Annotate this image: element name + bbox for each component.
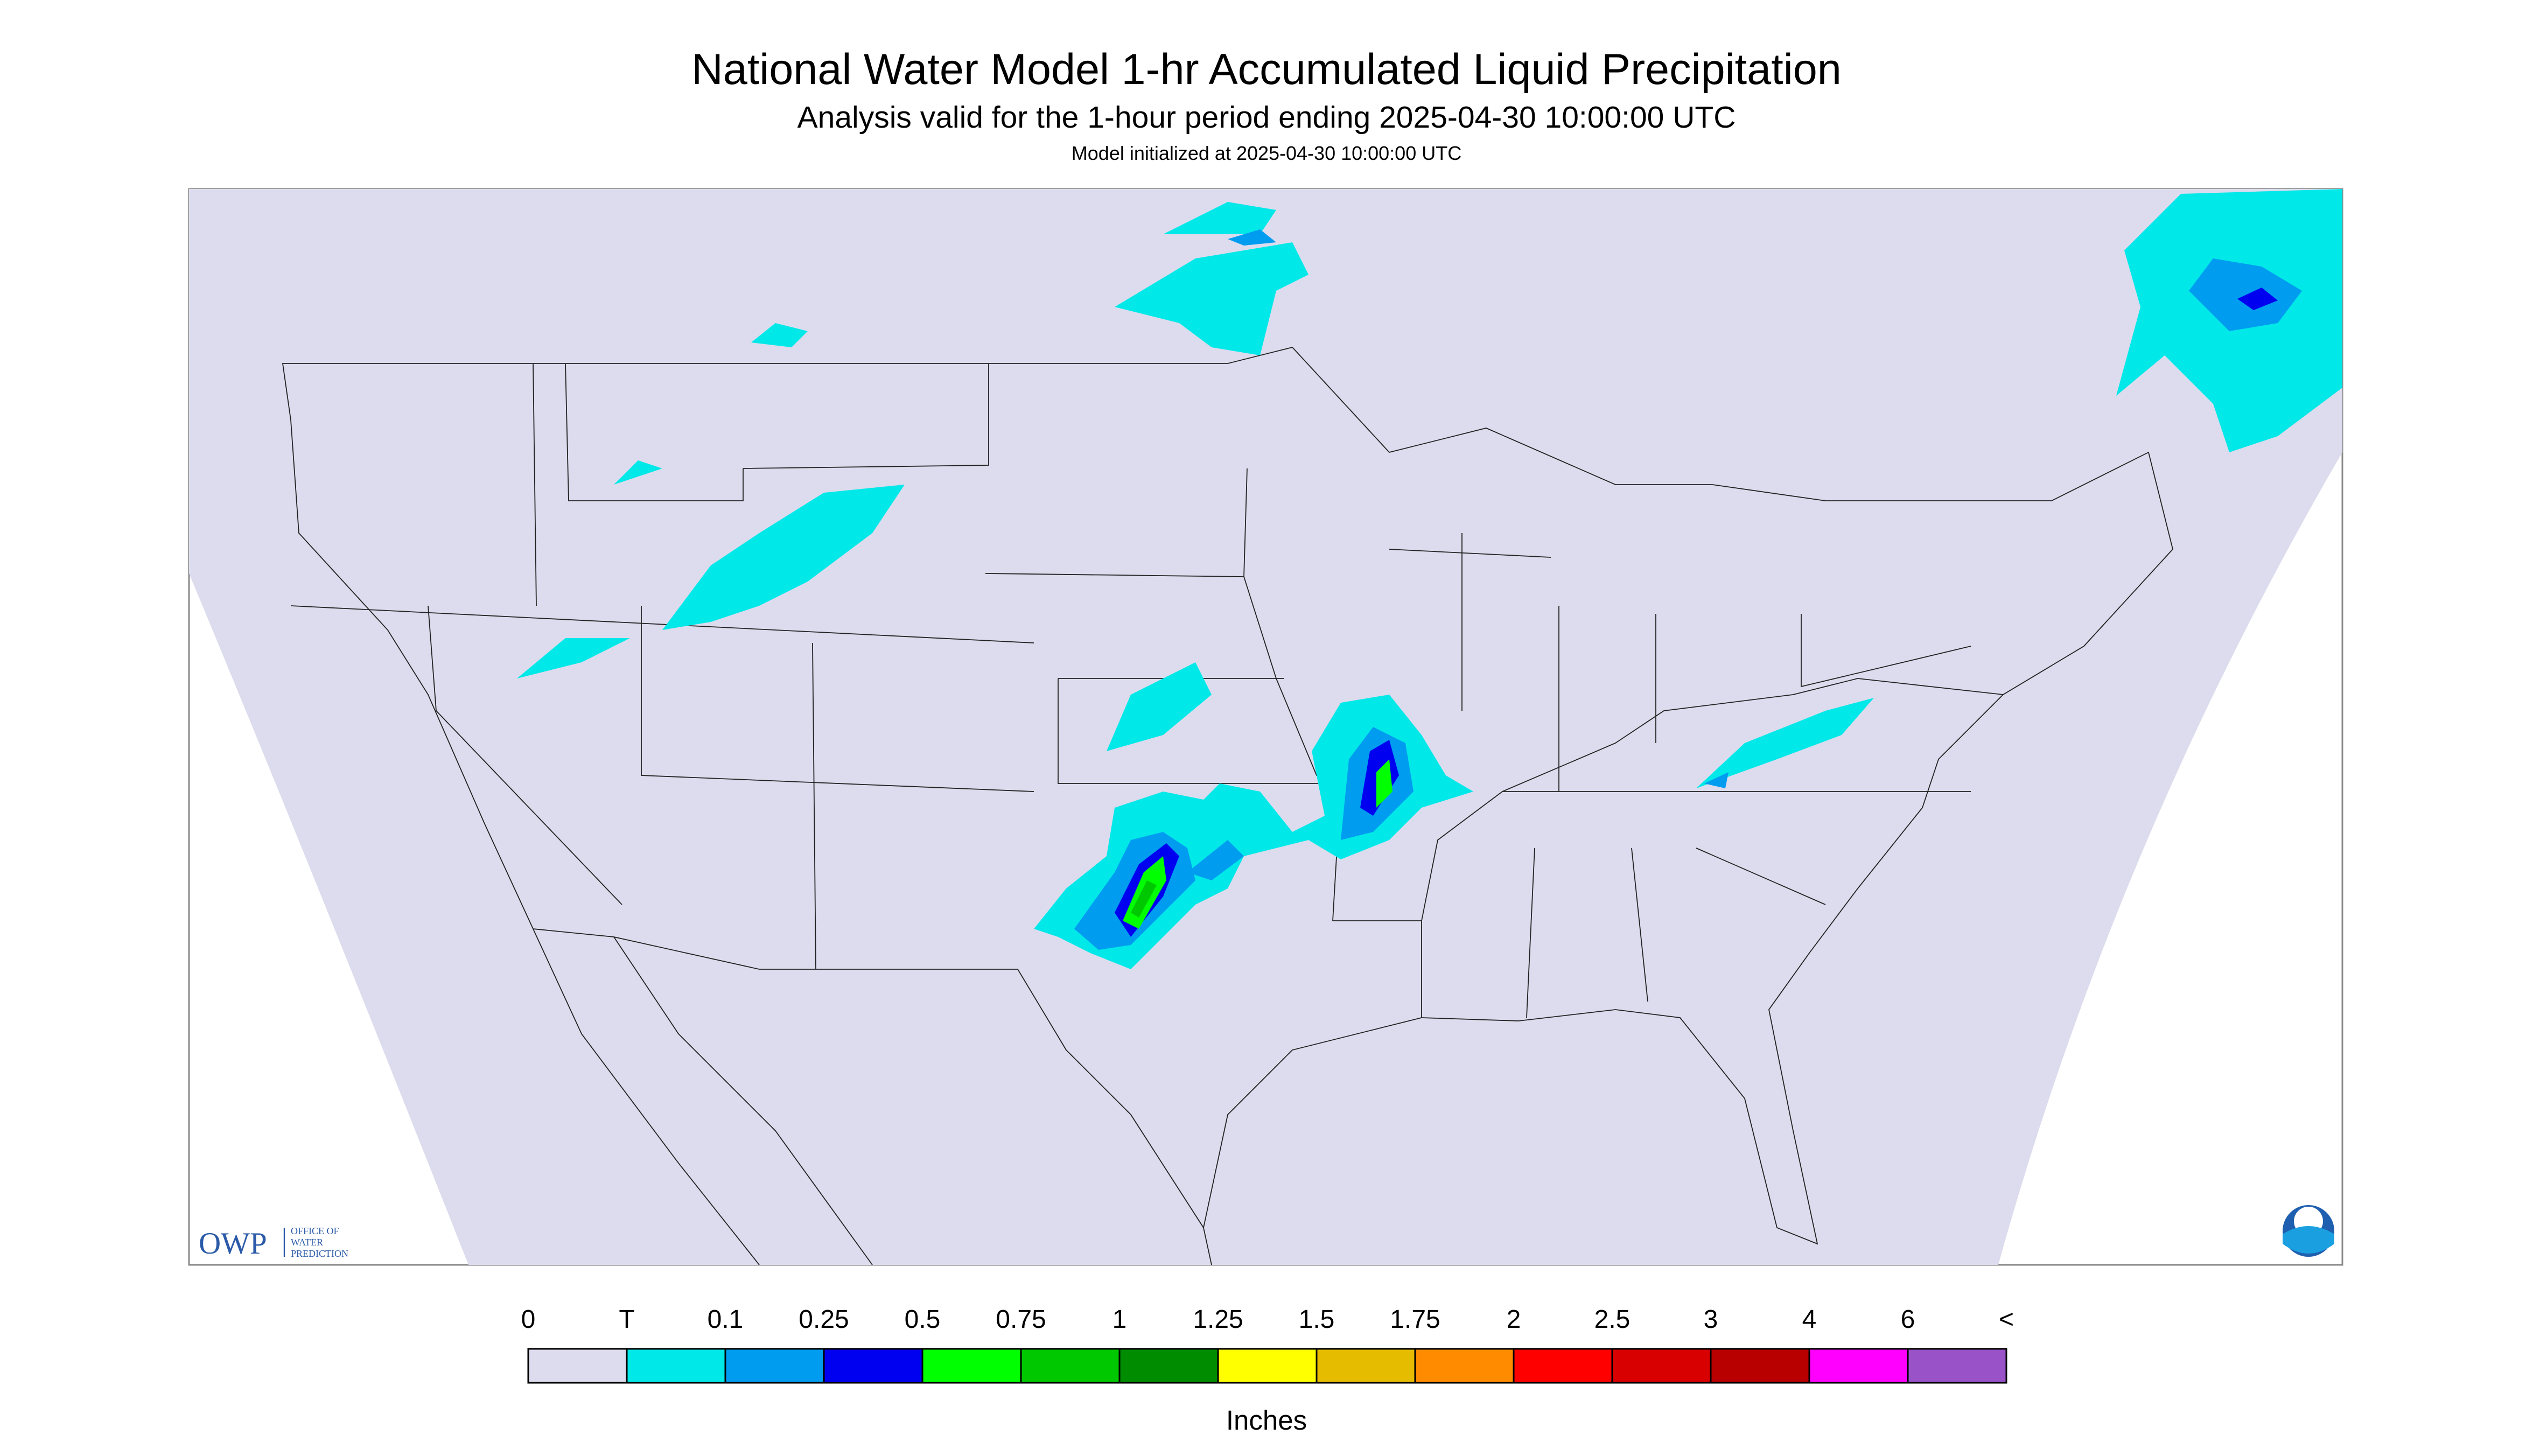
legend-label: 0	[521, 1305, 536, 1334]
legend-swatch	[724, 1348, 825, 1384]
map: OWP OFFICE OF WATER PREDICTION	[188, 188, 2343, 1266]
legend-label: 2	[1507, 1305, 1521, 1334]
legend-swatch	[823, 1348, 923, 1384]
legend-label: 1	[1112, 1305, 1127, 1334]
mexico-outline	[533, 928, 1212, 1265]
legend-label: 6	[1901, 1305, 1915, 1334]
legend-label: 1.5	[1299, 1305, 1335, 1334]
legend-label: 2.5	[1594, 1305, 1631, 1334]
legend-label: 0.75	[996, 1305, 1046, 1334]
legend-label: 0.1	[708, 1305, 744, 1334]
legend: 0 T 0.1 0.25 0.5 0.75 1 1.25 1.5 1.75 2 2.5 3 4 6 <	[521, 1305, 2014, 1384]
legend-swatch	[1020, 1348, 1121, 1384]
legend-swatch	[1611, 1348, 1712, 1384]
title: National Water Model 1-hr Accumulated Li…	[691, 45, 1842, 94]
legend-swatch	[921, 1348, 1022, 1384]
legend-label: 3	[1704, 1305, 1718, 1334]
legend-label: 4	[1802, 1305, 1817, 1334]
logo-line: PREDICTION	[291, 1248, 348, 1259]
legend-unit: Inches	[1226, 1405, 1307, 1436]
precip-area	[2189, 258, 2302, 332]
legend-swatch	[1710, 1348, 1810, 1384]
logo-line: OFFICE OF	[291, 1226, 339, 1236]
legend-swatch	[527, 1348, 628, 1384]
legend-label: 0.25	[799, 1305, 849, 1334]
init-time: Model initialized at 2025-04-30 10:00:00…	[1072, 142, 1461, 164]
legend-swatch	[1808, 1348, 1909, 1384]
legend-swatch	[1217, 1348, 1318, 1384]
legend-swatch	[1513, 1348, 1613, 1384]
precip-area	[2237, 288, 2278, 311]
legend-swatch	[626, 1348, 726, 1384]
legend-label: 0.5	[905, 1305, 941, 1334]
legend-swatch	[1907, 1348, 2007, 1384]
legend-swatch	[1414, 1348, 1515, 1384]
precipitation	[517, 189, 2342, 970]
precip-area	[1131, 880, 1157, 918]
legend-label: 1.25	[1193, 1305, 1243, 1334]
legend-label: 1.75	[1390, 1305, 1440, 1334]
subtitle: Analysis valid for the 1-hour period end…	[797, 100, 1736, 135]
logo-owp: OWP	[199, 1227, 267, 1261]
precip-area	[517, 202, 1874, 789]
domain	[189, 189, 2342, 1265]
owp-logo: OWP OFFICE OF WATER PREDICTION	[199, 1226, 348, 1261]
legend-label: <	[1999, 1305, 2014, 1334]
legend-swatch	[1316, 1348, 1416, 1384]
legend-label: T	[619, 1305, 634, 1334]
noaa-logo	[2283, 1205, 2334, 1257]
legend-swatch	[1118, 1348, 1219, 1384]
logo-line: WATER	[291, 1237, 323, 1248]
